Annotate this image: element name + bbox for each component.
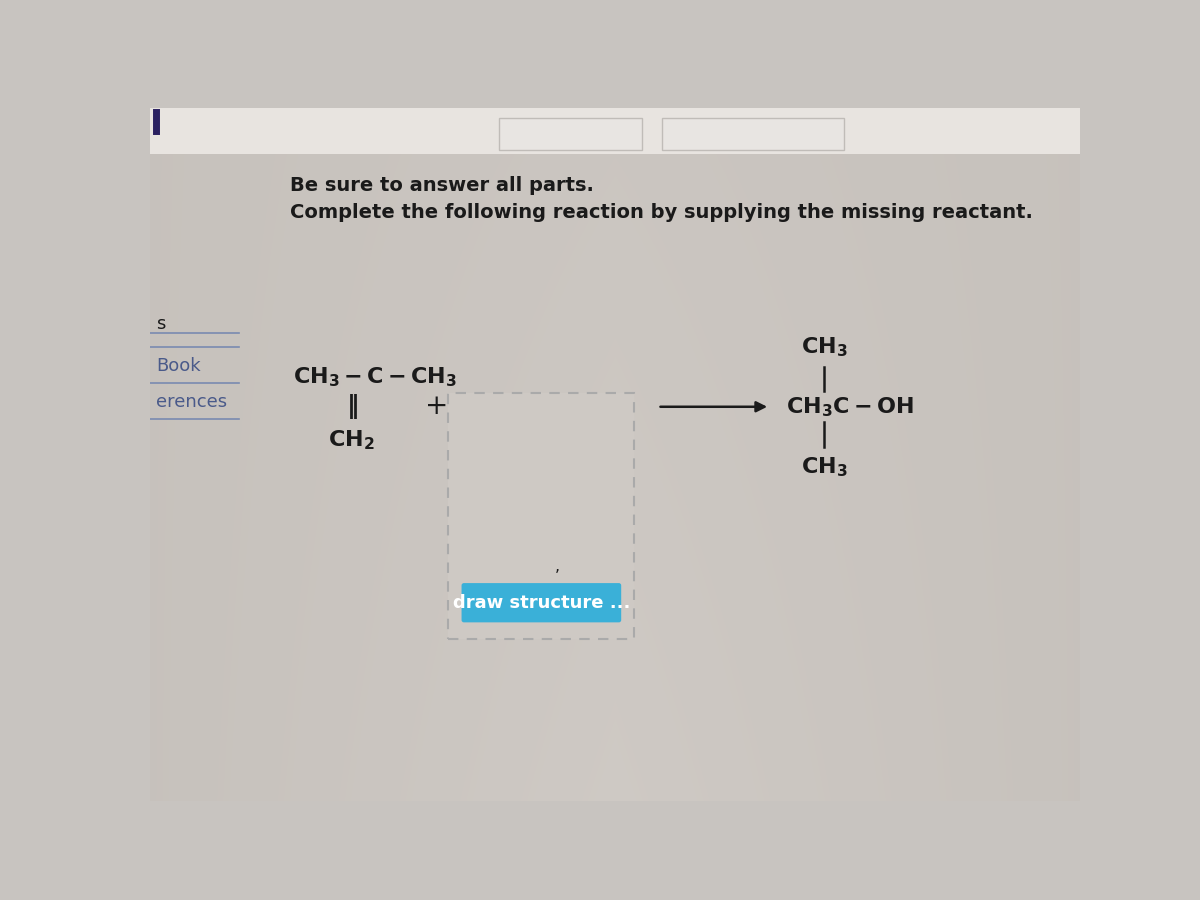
- Text: draw structure ...: draw structure ...: [452, 594, 630, 612]
- Text: Be sure to answer all parts.: Be sure to answer all parts.: [289, 176, 593, 194]
- Bar: [499, 118, 642, 150]
- Text: ’: ’: [554, 569, 559, 584]
- Text: $\mathbf{CH_2}$: $\mathbf{CH_2}$: [328, 428, 374, 453]
- FancyBboxPatch shape: [462, 583, 622, 623]
- Text: s: s: [156, 315, 166, 333]
- Bar: [661, 118, 844, 150]
- Bar: [449, 393, 635, 639]
- Text: Complete the following reaction by supplying the missing reactant.: Complete the following reaction by suppl…: [289, 203, 1032, 222]
- Text: Book: Book: [156, 357, 200, 375]
- Bar: [150, 108, 1080, 154]
- Text: $\mathbf{CH_3}$: $\mathbf{CH_3}$: [800, 335, 847, 358]
- Text: erences: erences: [156, 393, 227, 411]
- Text: $\mathbf{CH_3C-OH}$: $\mathbf{CH_3C-OH}$: [786, 395, 913, 419]
- Text: $\mathbf{CH_3}$: $\mathbf{CH_3}$: [800, 455, 847, 479]
- Text: $\mathbf{\|}$: $\mathbf{\|}$: [346, 392, 358, 421]
- Text: +: +: [425, 393, 449, 420]
- Text: $\mathbf{CH_3-C-CH_3}$: $\mathbf{CH_3-C-CH_3}$: [293, 365, 457, 390]
